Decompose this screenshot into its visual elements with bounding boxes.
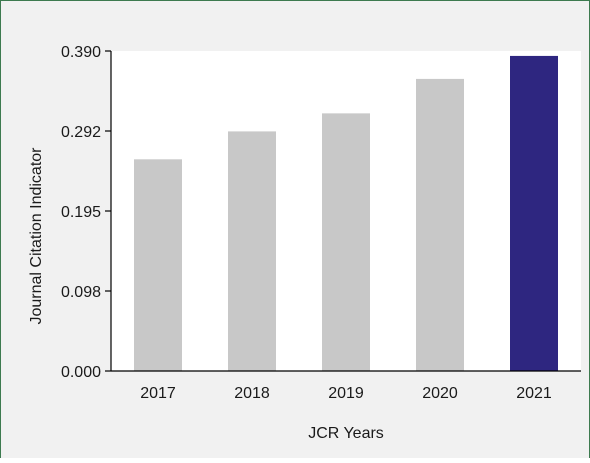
y-tick-label: 0.292 <box>61 124 101 141</box>
y-tick-label: 0.098 <box>61 284 101 301</box>
bar-2019 <box>322 113 370 371</box>
y-axis-ticks: 0.000 0.098 0.195 0.292 0.390 <box>61 44 111 381</box>
bar-2021 <box>510 55 558 372</box>
bar-series <box>134 55 558 372</box>
y-axis-title: Journal Citation Indicator <box>28 147 45 325</box>
x-tick-label: 2019 <box>328 385 364 402</box>
x-axis-title: JCR Years <box>308 425 384 442</box>
y-tick-label: 0.390 <box>61 44 101 61</box>
x-tick-label: 2017 <box>140 385 176 402</box>
y-tick-label: 0.195 <box>61 204 101 221</box>
bar-2017 <box>134 159 182 371</box>
x-tick-label: 2020 <box>422 385 458 402</box>
x-tick-label: 2018 <box>234 385 270 402</box>
y-tick-label: 0.000 <box>61 364 101 381</box>
x-axis-ticks: 2017 2018 2019 2020 2021 <box>140 385 552 402</box>
bar-2018 <box>228 131 276 371</box>
x-tick-label: 2021 <box>516 385 552 402</box>
bar-2020 <box>416 78 464 372</box>
